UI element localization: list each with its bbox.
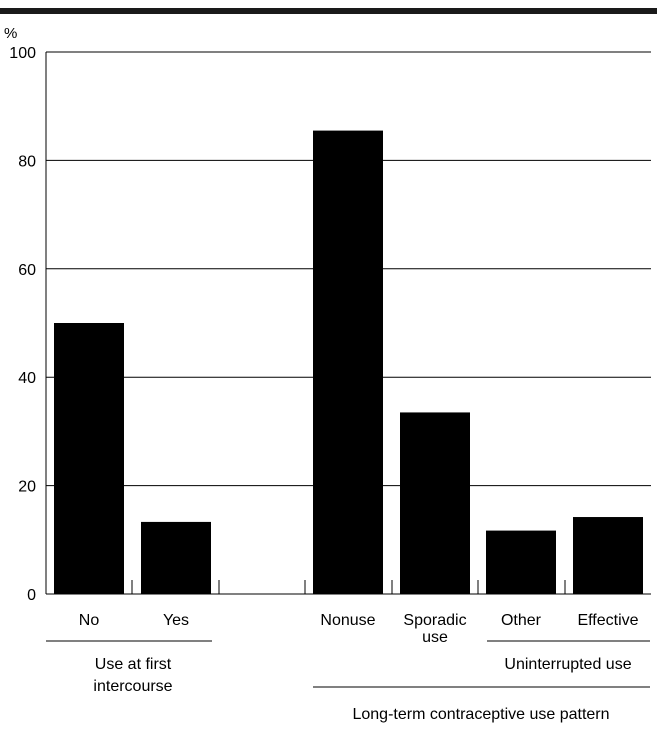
category-label: Sporadic [403, 612, 466, 629]
subgroup-label: Uninterrupted use [504, 656, 631, 673]
bars [54, 130, 643, 594]
y-axis-tick-labels: 0 20 40 60 80 100 [9, 45, 36, 604]
bar [141, 521, 211, 594]
top-border-bar [0, 8, 657, 14]
category-label: Yes [163, 612, 189, 629]
group-label: Use at first [95, 656, 172, 673]
y-unit-label: % [4, 25, 17, 42]
category-label: use [422, 629, 448, 646]
bar [313, 130, 383, 594]
y-tick-label: 80 [18, 153, 36, 170]
group-labels: Use at first intercourse Uninterrupted use… [46, 640, 650, 723]
category-separators [131, 580, 566, 594]
category-label: Effective [577, 612, 638, 629]
y-tick-label: 40 [18, 370, 36, 387]
category-label: Other [501, 612, 542, 629]
category-label: Nonuse [320, 612, 375, 629]
y-tick-label: 60 [18, 262, 36, 279]
bar [573, 517, 643, 594]
y-tick-label: 20 [18, 479, 36, 496]
group-label: Long-term contraceptive use pattern [352, 706, 609, 723]
group-label: intercourse [93, 678, 172, 695]
y-tick-label: 0 [27, 587, 36, 604]
bar [54, 323, 124, 594]
category-label: No [79, 612, 100, 629]
y-tick-label: 100 [9, 45, 36, 62]
bar [486, 530, 556, 594]
bar [400, 412, 470, 594]
